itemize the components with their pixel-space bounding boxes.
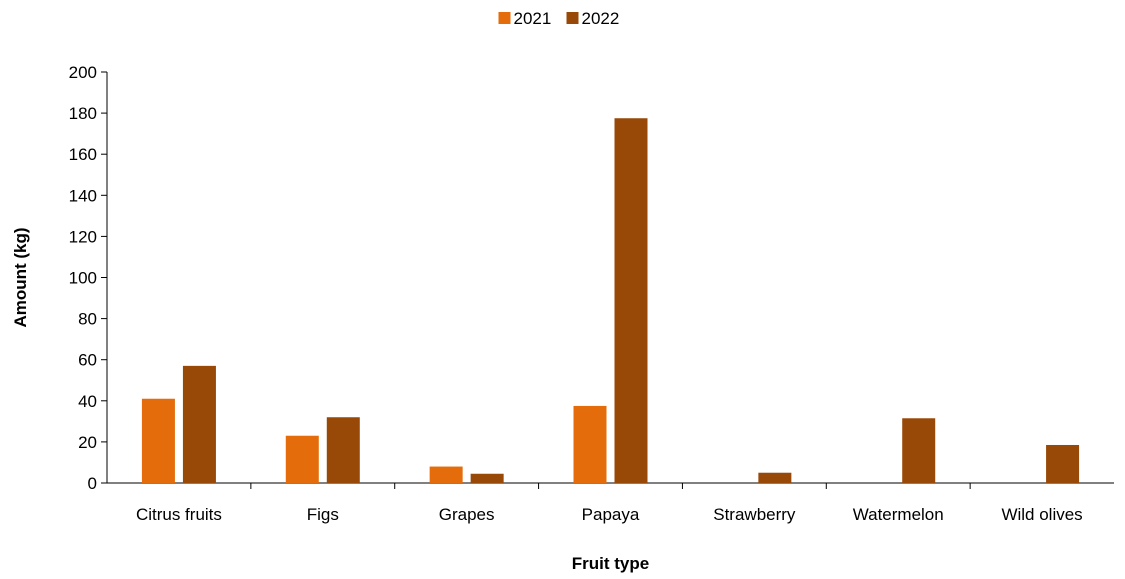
y-tick-label: 20 (78, 433, 97, 452)
x-tick-label: Figs (307, 505, 339, 524)
y-tick-label: 180 (69, 104, 97, 123)
y-tick-label: 140 (69, 186, 97, 205)
legend-label-2022: 2022 (582, 9, 620, 28)
legend-label-2021: 2021 (514, 9, 552, 28)
y-tick-label: 100 (69, 269, 97, 288)
x-tick-label: Citrus fruits (136, 505, 222, 524)
y-axis-title: Amount (kg) (11, 227, 30, 327)
x-axis: Citrus fruits Figs Grapes Papaya Strawberry W… (107, 482, 1114, 524)
x-tick-label: Strawberry (713, 505, 796, 524)
y-tick-label: 200 (69, 63, 97, 82)
y-tick-label: 160 (69, 145, 97, 164)
bar-2022-grapes (470, 473, 504, 483)
x-axis-title: Fruit type (572, 554, 649, 573)
bar-2021-papaya (573, 405, 607, 483)
bars (141, 118, 1080, 484)
bar-2022-watermelon (902, 418, 936, 483)
y-tick-label: 0 (88, 474, 97, 493)
bar-2021-figs (285, 435, 319, 483)
bar-2022-citrus-fruits (182, 365, 216, 483)
bar-2021-citrus-fruits (141, 398, 175, 483)
y-axis: 0 20 40 60 80 100 120 140 160 180 200 (69, 63, 108, 493)
y-tick-label: 120 (69, 227, 97, 246)
x-tick-label: Papaya (582, 505, 640, 524)
y-tick-label: 60 (78, 351, 97, 370)
y-tick-label: 80 (78, 310, 97, 329)
bar-2022-wild-olives (1046, 444, 1080, 483)
legend: 2021 2022 (498, 9, 620, 28)
x-tick-label: Grapes (439, 505, 495, 524)
x-tick-label: Wild olives (1001, 505, 1082, 524)
y-tick-label: 40 (78, 392, 97, 411)
bar-2022-figs (326, 417, 360, 483)
legend-swatch-2021 (498, 12, 511, 24)
bar-2022-strawberry (758, 472, 792, 483)
x-tick-label: Watermelon (853, 505, 944, 524)
legend-swatch-2022 (566, 12, 579, 24)
bar-2022-papaya (614, 118, 648, 484)
bar-2021-grapes (429, 466, 463, 483)
